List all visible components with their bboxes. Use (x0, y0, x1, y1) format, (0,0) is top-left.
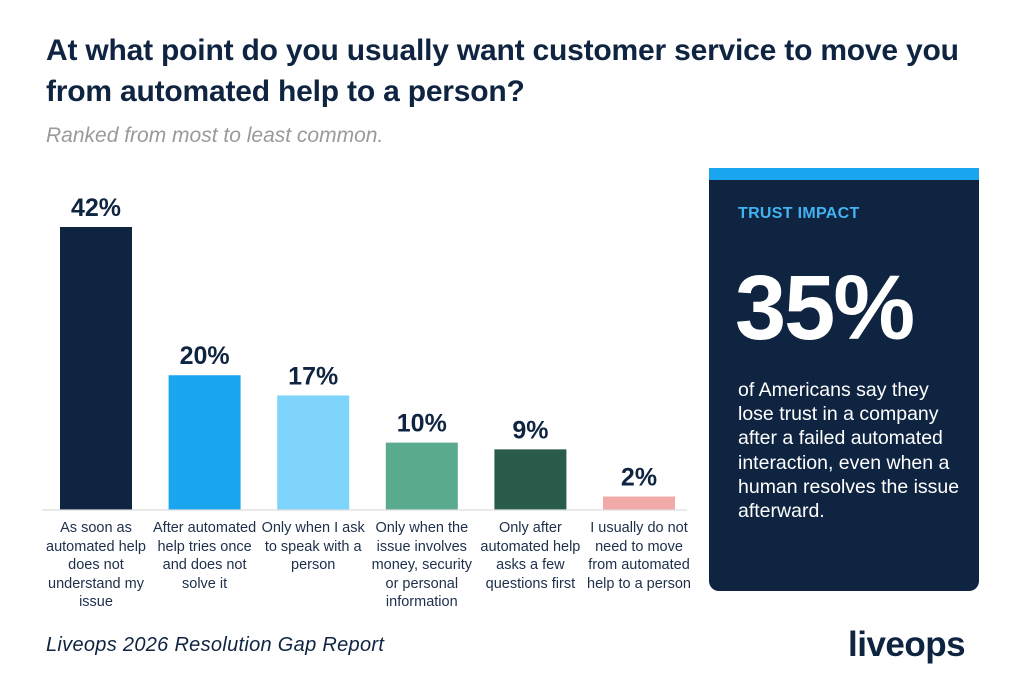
bar-value-label-5: 9% (512, 416, 548, 444)
category-label-5: Only after automated help asks a few que… (480, 520, 581, 592)
bar-value-label-4: 10% (397, 410, 447, 438)
bar-chart: 42% 20% 17% 10% 9% 2% (42, 194, 687, 511)
bar-2 (168, 375, 241, 510)
bar-value-label-2: 20% (180, 342, 230, 370)
trust-impact-text: of Americans say they lose trust in a co… (738, 379, 960, 523)
bar-6 (603, 496, 675, 510)
bar-value-label-1: 42% (71, 194, 121, 222)
liveops-logo: liveops (848, 625, 966, 664)
chart-title: At what point do you usually want custom… (46, 34, 959, 108)
bar-1 (60, 227, 132, 510)
category-label-2: After automated help tries once and does… (153, 520, 257, 592)
trust-impact-card: TRUST IMPACT 35% of Americans say they l… (709, 168, 979, 591)
category-label-6: I usually do not need to move from autom… (587, 520, 691, 592)
category-label-4: Only when the issue involves money, secu… (371, 520, 473, 611)
bar-3 (277, 395, 350, 510)
category-label-1: As soon as automated help does not under… (46, 520, 146, 611)
bar-5 (494, 449, 567, 510)
card-accent-bar (709, 168, 979, 180)
bar-value-label-3: 17% (288, 362, 338, 390)
trust-impact-label: TRUST IMPACT (738, 205, 860, 222)
bar-4 (385, 442, 458, 510)
bar-value-label-6: 2% (621, 464, 657, 492)
source-note: Liveops 2026 Resolution Gap Report (46, 634, 385, 656)
trust-impact-value: 35% (735, 257, 915, 359)
category-label-3: Only when I ask to speak with a person (261, 520, 365, 574)
chart-subtitle: Ranked from most to least common. (46, 124, 384, 147)
